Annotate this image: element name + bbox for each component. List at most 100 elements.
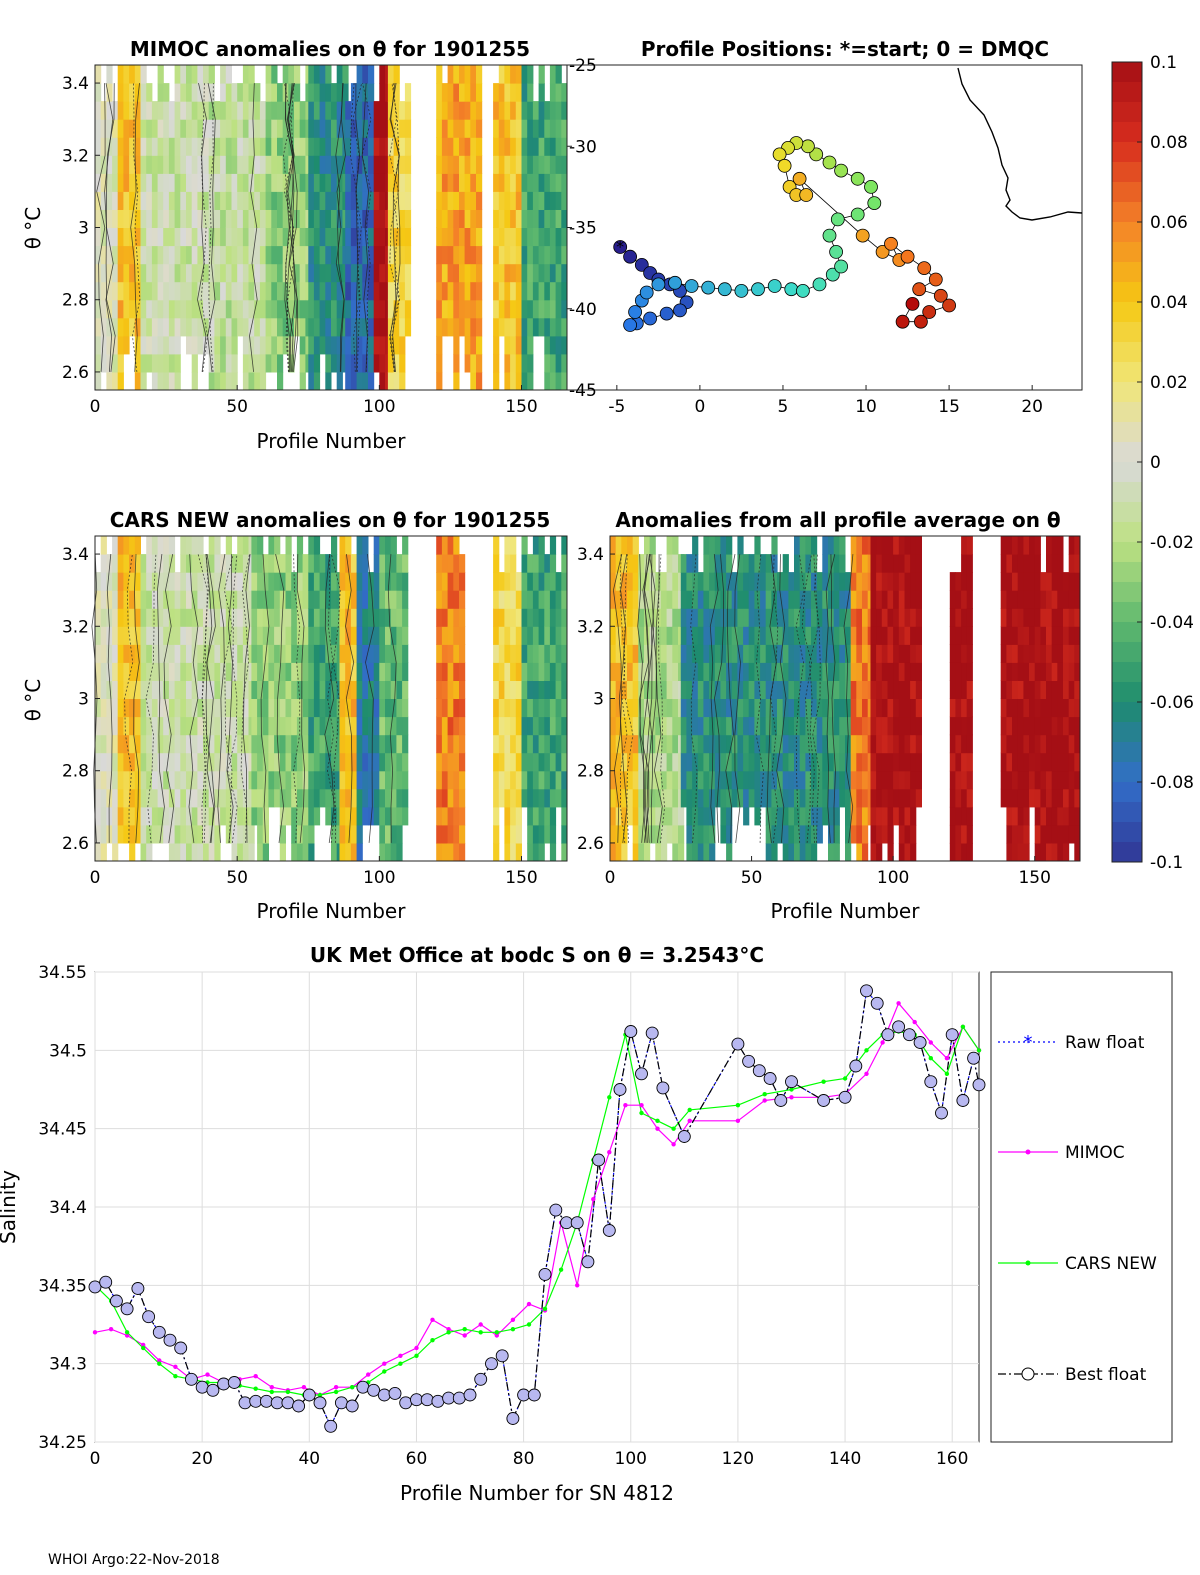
heatmap-cell bbox=[845, 752, 852, 772]
heatmap-cell bbox=[447, 317, 454, 337]
heatmap-cell bbox=[146, 662, 153, 681]
heatmap-cell bbox=[168, 626, 176, 645]
heatmap-cell bbox=[117, 83, 124, 102]
heatmap-cell bbox=[493, 626, 500, 645]
heatmap-cell bbox=[231, 263, 238, 283]
heatmap-cell bbox=[515, 788, 522, 808]
colorbar-labels: 0.10.080.060.040.020-0.02-0.04-0.06-0.08… bbox=[1137, 53, 1194, 873]
heatmap-cell bbox=[331, 554, 338, 573]
heatmap-cell bbox=[436, 698, 443, 718]
heatmap-cell bbox=[242, 353, 250, 373]
heatmap-cell bbox=[447, 119, 454, 138]
heatmap-cell bbox=[680, 662, 687, 681]
heatmap-cell bbox=[686, 662, 693, 681]
heatmap-cell bbox=[129, 101, 136, 120]
heatmap-cell bbox=[285, 680, 292, 699]
best-float-point bbox=[731, 1037, 745, 1051]
heatmap-cell bbox=[237, 191, 244, 210]
heatmap-cell bbox=[1017, 626, 1024, 645]
heatmap-cell bbox=[123, 263, 130, 283]
heatmap-cell bbox=[862, 680, 869, 699]
heatmap-cell bbox=[399, 281, 406, 301]
heatmap-cell bbox=[632, 734, 639, 754]
heatmap-cell bbox=[345, 335, 352, 355]
heatmap-cell bbox=[1023, 698, 1030, 718]
heatmap-cell bbox=[231, 353, 238, 373]
heatmap-cell bbox=[760, 788, 767, 808]
heatmap-cell bbox=[140, 317, 147, 337]
heatmap-cell bbox=[350, 353, 358, 373]
heatmap-cell bbox=[549, 734, 557, 754]
heatmap-cell bbox=[470, 371, 477, 391]
heatmap-cell bbox=[544, 662, 551, 681]
heatmap-cell bbox=[362, 119, 369, 138]
heatmap-cell bbox=[632, 806, 639, 826]
heatmap-cell bbox=[134, 626, 141, 645]
heatmap-cell bbox=[274, 608, 281, 627]
heatmap-cell bbox=[555, 119, 562, 138]
heatmap-cell bbox=[493, 662, 500, 681]
heatmap-cell bbox=[697, 626, 704, 645]
heatmap-cell bbox=[174, 770, 181, 790]
heatmap-cell bbox=[510, 353, 517, 373]
position-point bbox=[792, 171, 807, 186]
heatmap-cell bbox=[453, 662, 460, 681]
heatmap-cell bbox=[356, 101, 363, 120]
heatmap-cell bbox=[112, 191, 119, 210]
heatmap-cell bbox=[532, 137, 540, 156]
heatmap-cell bbox=[459, 788, 466, 808]
heatmap-cell bbox=[850, 680, 857, 699]
heatmap-cell bbox=[436, 608, 443, 627]
contour-line bbox=[843, 554, 854, 843]
heatmap-cell bbox=[610, 680, 617, 699]
heatmap-cell bbox=[538, 65, 545, 84]
heatmap-cell bbox=[856, 662, 863, 681]
heatmap-cell bbox=[464, 353, 471, 373]
heatmap-cell bbox=[828, 806, 835, 826]
heatmap-cell bbox=[308, 83, 315, 102]
contour-line bbox=[658, 554, 666, 843]
heatmap-cell bbox=[799, 770, 806, 790]
heatmap-cell bbox=[345, 317, 352, 337]
heatmap-cell bbox=[268, 554, 275, 573]
heatmap-cell bbox=[214, 680, 221, 699]
legend-marker bbox=[1025, 1260, 1031, 1266]
heatmap-cell bbox=[515, 299, 522, 319]
heatmap-cell bbox=[686, 842, 693, 862]
heatmap-cell bbox=[644, 536, 651, 555]
heatmap-cell bbox=[632, 842, 639, 862]
heatmap-cell bbox=[1034, 680, 1041, 699]
heatmap-cell bbox=[464, 209, 471, 228]
heatmap-cell bbox=[714, 680, 721, 699]
heatmap-cell bbox=[350, 227, 358, 247]
contour-line bbox=[105, 83, 116, 372]
heatmap-cell bbox=[666, 644, 673, 663]
heatmap-cell bbox=[464, 281, 471, 301]
heatmap-cell bbox=[95, 842, 102, 862]
heatmap-cell bbox=[1023, 572, 1030, 591]
heatmap-cell bbox=[771, 788, 778, 808]
heatmap-cell bbox=[393, 371, 400, 391]
heatmap-cell bbox=[527, 554, 534, 573]
heatmap-cell bbox=[447, 263, 454, 283]
heatmap-cell bbox=[237, 842, 244, 862]
heatmap-cell bbox=[966, 536, 973, 555]
position-point bbox=[928, 272, 943, 287]
heatmap-cell bbox=[208, 770, 215, 790]
heatmap-cell bbox=[95, 608, 102, 627]
heatmap-cell bbox=[822, 734, 829, 754]
heatmap-cell bbox=[771, 734, 778, 754]
x-tick-label: 100 bbox=[877, 868, 909, 888]
heatmap-cell bbox=[527, 281, 534, 301]
heatmap-cell bbox=[163, 536, 170, 555]
heatmap-cell bbox=[336, 281, 343, 301]
heatmap-cell bbox=[331, 137, 338, 156]
legend-label: Best float bbox=[1065, 1365, 1147, 1385]
heatmap-cell bbox=[112, 554, 119, 573]
heatmap-cell bbox=[1006, 788, 1013, 808]
heatmap-cell bbox=[549, 752, 557, 772]
heatmap-cell bbox=[1046, 716, 1053, 736]
heatmap-cell bbox=[129, 788, 136, 808]
heatmap-cell bbox=[180, 119, 187, 138]
heatmap-cell bbox=[839, 644, 846, 663]
